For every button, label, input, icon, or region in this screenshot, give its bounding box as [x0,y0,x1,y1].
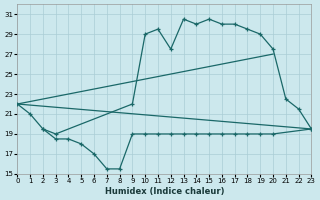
X-axis label: Humidex (Indice chaleur): Humidex (Indice chaleur) [105,187,224,196]
